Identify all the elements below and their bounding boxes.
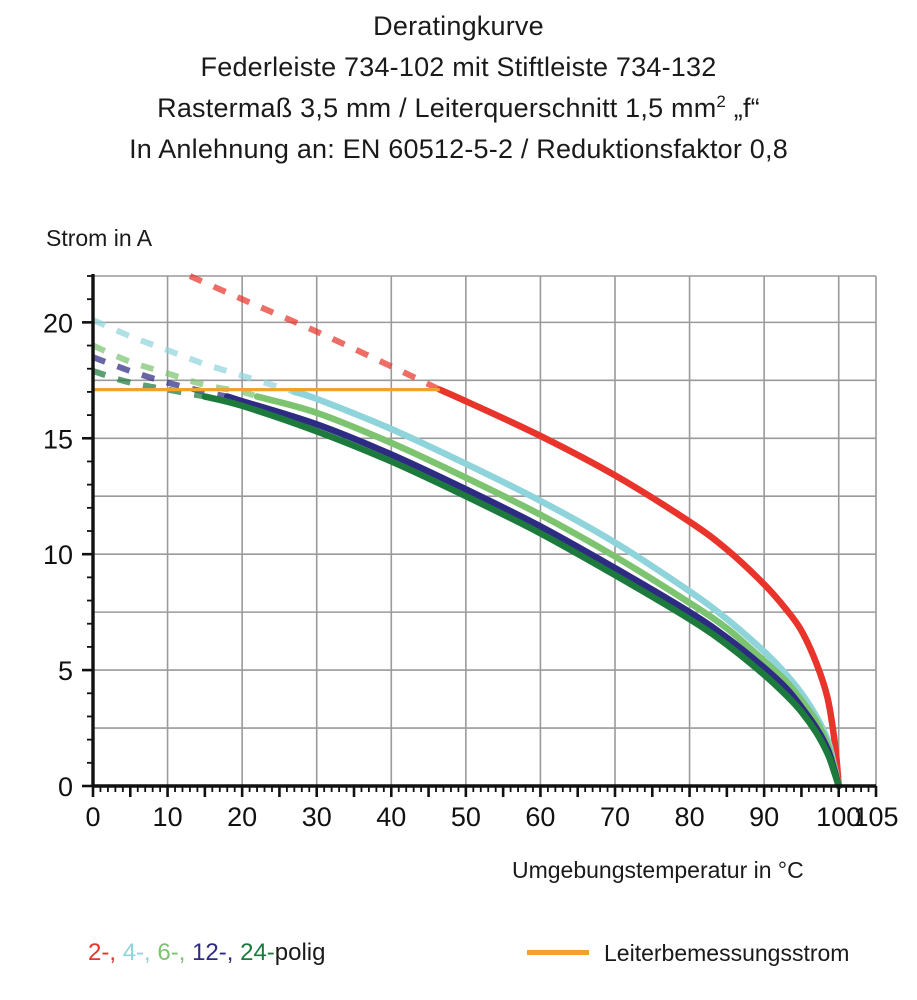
chart-legend: 2-, 4-, 6-, 12-, 24-polig Leiterbemessun…: [0, 936, 917, 982]
x-tick-label: 100: [816, 802, 861, 832]
curve-dashed-4-polig: [91, 317, 296, 395]
x-axis-title: Umgebungstemperatur in °C: [512, 857, 804, 883]
legend-pole-2: 2-: [88, 939, 110, 966]
curve-dashed-24-polig: [92, 368, 206, 400]
curve-24-polig: [201, 393, 842, 790]
legend-rated-current-label: Leiterbemessungsstrom: [604, 940, 850, 966]
legend-pole-4: 4-: [122, 939, 145, 966]
title-line-1: Deratingkurve: [373, 11, 544, 41]
legend-poles: 2-, 4-, 6-, 12-, 24-polig: [88, 936, 326, 970]
title-line-3-superscript: 2: [716, 92, 727, 111]
x-tick-label: 70: [600, 802, 630, 832]
axis-layer: [82, 274, 878, 797]
x-tick-label: 0: [85, 802, 100, 832]
rated-current-swatch-icon: [527, 950, 589, 956]
x-tick-label: 80: [675, 802, 705, 832]
y-tick-label: 10: [43, 540, 73, 570]
x-tick-label: 60: [525, 802, 555, 832]
y-tick-label: 15: [43, 424, 73, 454]
curve-dashed-12-polig: [91, 354, 228, 400]
y-axis-title: Strom in A: [46, 225, 153, 251]
series-layer: [91, 273, 842, 790]
x-tick-label: 50: [451, 802, 481, 832]
curve-4-polig: [291, 388, 842, 790]
legend-separator: ,: [144, 939, 158, 966]
x-tick-label: 105: [853, 802, 898, 832]
legend-separator: ,: [109, 939, 123, 966]
legend-poles-suffix: polig: [274, 939, 326, 966]
title-line-3-tail: „f“: [726, 93, 760, 123]
x-tick-label: 30: [302, 802, 332, 832]
title-line-3: Rastermaß 3,5 mm / Leiterquerschnitt 1,5…: [0, 88, 917, 129]
y-tick-label: 0: [58, 772, 73, 802]
grid-layer: [92, 275, 877, 787]
y-tick-label: 20: [43, 308, 73, 338]
y-tick-label: 5: [58, 656, 73, 686]
title-line-3-main: Rastermaß 3,5 mm / Leiterquerschnitt 1,5…: [157, 93, 717, 123]
title-line-4: In Anlehnung an: EN 60512-5-2 / Reduktio…: [129, 134, 788, 164]
legend-rated-current: Leiterbemessungsstrom: [527, 936, 849, 970]
x-tick-label: 10: [153, 802, 183, 832]
legend-separator: ,: [178, 939, 193, 966]
curve-dashed-2-polig: [188, 273, 442, 393]
curve-12-polig: [223, 393, 842, 790]
legend-pole-24: 24-: [240, 939, 275, 966]
curve-6-polig: [253, 393, 842, 790]
curve-2-polig: [436, 386, 842, 790]
legend-pole-6: 6-: [157, 939, 179, 966]
legend-separator: ,: [226, 939, 241, 966]
x-tick-label: 40: [376, 802, 406, 832]
x-tick-label: 90: [749, 802, 779, 832]
curve-dashed-6-polig: [91, 342, 259, 400]
legend-pole-12: 12-: [192, 939, 227, 966]
x-tick-label: 20: [227, 802, 257, 832]
title-line-2: Federleiste 734-102 mit Stiftleiste 734-…: [200, 52, 717, 82]
chart-title-block: Deratingkurve Federleiste 734-102 mit St…: [0, 0, 917, 170]
